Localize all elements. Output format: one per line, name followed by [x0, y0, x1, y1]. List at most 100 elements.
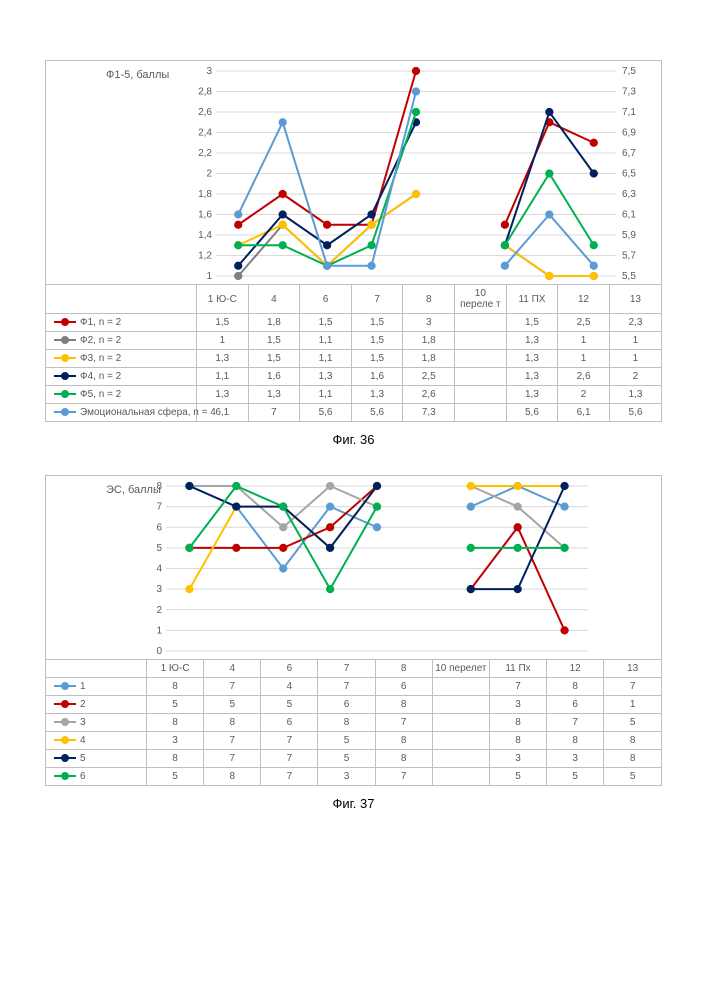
svg-text:1,8: 1,8	[198, 189, 212, 200]
data-cell: 3	[547, 750, 604, 768]
data-cell: 7	[204, 732, 261, 750]
svg-text:4: 4	[156, 564, 162, 575]
series-label: 5	[80, 753, 86, 764]
series-label: Ф4, n = 2	[80, 371, 121, 382]
data-cell	[432, 714, 489, 732]
data-cell: 5	[318, 750, 375, 768]
data-cell: 6	[547, 696, 604, 714]
data-cell: 5	[147, 768, 204, 786]
data-cell: 1,5	[248, 332, 300, 350]
data-cell: 6,1	[558, 404, 610, 422]
svg-text:7,5: 7,5	[622, 66, 636, 77]
data-cell: 7	[375, 768, 432, 786]
category-header: 1 Ю-С	[197, 285, 249, 314]
data-cell: 7	[489, 678, 546, 696]
data-cell: 1	[197, 332, 249, 350]
legend-cell: Ф5, n = 2	[46, 386, 197, 404]
data-cell: 5	[318, 732, 375, 750]
caption-36: Фиг. 36	[45, 432, 662, 447]
legend-cell: Эмоциональная сфера, n = 4	[46, 404, 197, 422]
category-header: 13	[609, 285, 661, 314]
svg-text:6,9: 6,9	[622, 128, 636, 139]
category-header: 4	[248, 285, 300, 314]
data-cell: 5,6	[506, 404, 558, 422]
data-cell: 5	[604, 714, 661, 732]
data-cell: 2	[558, 386, 610, 404]
data-cell: 8	[318, 714, 375, 732]
svg-text:2: 2	[156, 605, 162, 616]
svg-text:1: 1	[156, 625, 162, 636]
svg-text:5,9: 5,9	[622, 230, 636, 241]
data-cell: 1	[604, 696, 661, 714]
data-table-37: 1 Ю-С467810 перелет11 Пх1213187476787255…	[46, 659, 661, 785]
data-cell: 1,1	[300, 332, 352, 350]
series-label: Ф2, n = 2	[80, 335, 121, 346]
data-cell: 1	[558, 332, 610, 350]
chart-37: ЭС, баллы 012345678	[46, 476, 661, 659]
data-cell: 8	[375, 732, 432, 750]
legend-cell: 5	[46, 750, 147, 768]
svg-text:6,7: 6,7	[622, 148, 636, 159]
category-header: 10 перелет	[432, 660, 489, 678]
data-cell: 8	[489, 714, 546, 732]
data-cell: 5	[204, 696, 261, 714]
data-cell: 3	[489, 696, 546, 714]
data-cell	[455, 314, 507, 332]
svg-text:7,3: 7,3	[622, 87, 636, 98]
caption-37: Фиг. 37	[45, 796, 662, 811]
data-cell: 1	[609, 332, 661, 350]
data-cell: 5	[147, 696, 204, 714]
legend-cell: 4	[46, 732, 147, 750]
data-cell: 1,5	[351, 314, 403, 332]
data-cell: 2,5	[558, 314, 610, 332]
series-label: 6	[80, 771, 86, 782]
data-cell: 7	[248, 404, 300, 422]
data-cell: 1,1	[300, 386, 352, 404]
data-cell: 5,6	[351, 404, 403, 422]
data-cell: 1,3	[506, 368, 558, 386]
data-cell: 8	[147, 750, 204, 768]
data-cell: 1,3	[300, 368, 352, 386]
data-cell: 8	[547, 732, 604, 750]
data-cell: 1,8	[403, 332, 455, 350]
data-cell: 2,6	[558, 368, 610, 386]
data-cell: 1,3	[609, 386, 661, 404]
svg-text:2,2: 2,2	[198, 148, 212, 159]
series-label: Ф3, n = 2	[80, 353, 121, 364]
data-cell: 5,6	[609, 404, 661, 422]
data-cell: 1,3	[506, 332, 558, 350]
svg-text:1: 1	[206, 271, 212, 282]
svg-text:6,3: 6,3	[622, 189, 636, 200]
data-cell: 6	[375, 678, 432, 696]
data-cell: 7	[261, 768, 318, 786]
svg-text:6: 6	[156, 522, 162, 533]
svg-text:2,4: 2,4	[198, 128, 212, 139]
data-cell: 7	[204, 750, 261, 768]
data-cell: 8	[375, 750, 432, 768]
data-cell: 8	[204, 714, 261, 732]
legend-cell: 6	[46, 768, 147, 786]
svg-text:6,5: 6,5	[622, 169, 636, 180]
category-header: 4	[204, 660, 261, 678]
data-cell	[432, 696, 489, 714]
data-cell: 1,5	[197, 314, 249, 332]
data-cell: 2	[609, 368, 661, 386]
category-header: 7	[351, 285, 403, 314]
data-cell: 7	[375, 714, 432, 732]
data-cell: 1,8	[248, 314, 300, 332]
data-cell: 5	[547, 768, 604, 786]
series-label: 3	[80, 717, 86, 728]
data-cell: 8	[204, 768, 261, 786]
category-header: 7	[318, 660, 375, 678]
data-table-36: 1 Ю-С467810 переле т11 ПХ1213Ф1, n = 21,…	[46, 284, 661, 421]
data-cell: 3	[318, 768, 375, 786]
svg-text:7,1: 7,1	[622, 107, 636, 118]
data-cell	[455, 386, 507, 404]
data-cell: 8	[375, 696, 432, 714]
data-cell: 2,6	[403, 386, 455, 404]
series-label: 4	[80, 735, 86, 746]
data-cell: 1,6	[351, 368, 403, 386]
data-cell: 1,5	[248, 350, 300, 368]
data-cell: 8	[604, 750, 661, 768]
data-cell: 7	[204, 678, 261, 696]
